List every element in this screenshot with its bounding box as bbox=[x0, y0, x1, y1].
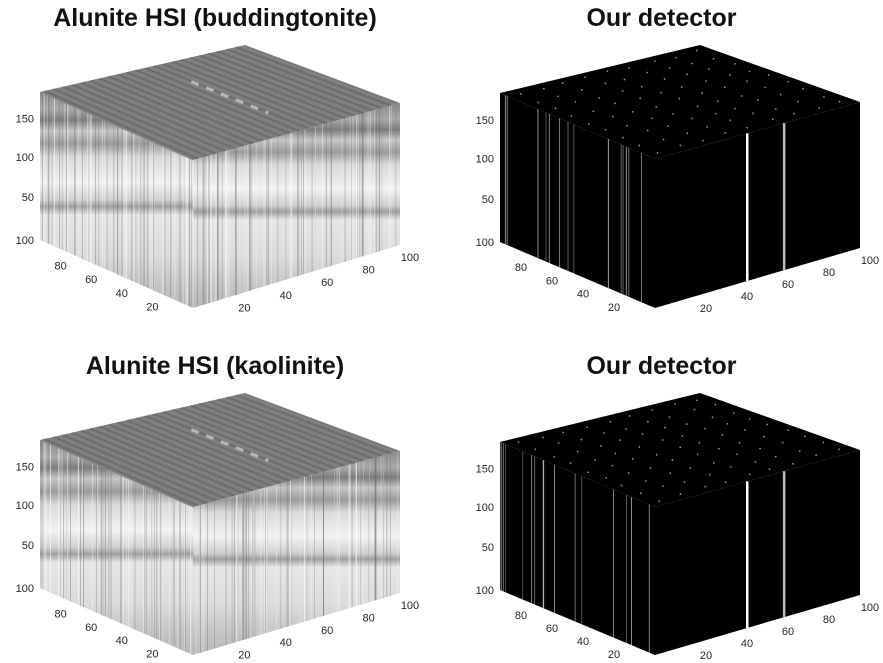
right-face bbox=[655, 102, 860, 308]
z-tick-label: 50 bbox=[22, 540, 34, 552]
x-tick-label: 20 bbox=[238, 650, 250, 662]
x-tick-label: 80 bbox=[823, 267, 835, 279]
y-tick-label: 80 bbox=[54, 608, 66, 620]
panel-title-detector-bottom: Our detector bbox=[586, 352, 737, 380]
x-tick-label: 100 bbox=[861, 602, 879, 614]
z-tick-label: 150 bbox=[476, 464, 494, 476]
x-tick-label: 100 bbox=[401, 600, 419, 612]
y-tick-label: 20 bbox=[146, 301, 158, 313]
x-tick-label: 40 bbox=[280, 637, 292, 649]
y-tick-label: 40 bbox=[577, 289, 589, 301]
y-tick-label: 20 bbox=[608, 302, 620, 314]
y-tick-label: 80 bbox=[54, 261, 66, 273]
y-tick-label: 40 bbox=[116, 288, 128, 300]
z-tick-label: 100 bbox=[16, 235, 34, 247]
x-tick-label: 100 bbox=[401, 252, 419, 264]
top-face bbox=[500, 45, 860, 159]
z-tick-label: 100 bbox=[476, 154, 494, 166]
y-tick-label: 80 bbox=[515, 610, 527, 622]
x-tick-label: 60 bbox=[321, 277, 333, 289]
y-tick-label: 60 bbox=[85, 622, 97, 634]
z-tick-label: 100 bbox=[476, 237, 494, 249]
panel-title-alunite-buddingtonite: Alunite HSI (buddingtonite) bbox=[53, 4, 377, 32]
top-dashed-line bbox=[190, 428, 269, 463]
x-tick-label: 40 bbox=[741, 291, 753, 303]
z-tick-label: 50 bbox=[22, 192, 34, 204]
right-face bbox=[193, 103, 400, 308]
left-face bbox=[500, 442, 655, 655]
y-tick-label: 40 bbox=[577, 636, 589, 648]
left-face bbox=[40, 440, 193, 655]
panel-title-detector-top: Our detector bbox=[586, 4, 737, 32]
z-tick-label: 100 bbox=[476, 502, 494, 514]
z-tick-label: 100 bbox=[16, 152, 34, 164]
left-face bbox=[500, 93, 655, 308]
left-face bbox=[40, 92, 193, 308]
z-tick-label: 150 bbox=[16, 462, 34, 474]
x-tick-label: 20 bbox=[700, 303, 712, 315]
right-face bbox=[655, 450, 860, 655]
x-tick-label: 60 bbox=[782, 626, 794, 638]
x-tick-label: 60 bbox=[321, 625, 333, 637]
z-tick-label: 150 bbox=[16, 114, 34, 126]
y-tick-label: 60 bbox=[546, 623, 558, 635]
z-tick-label: 50 bbox=[482, 542, 494, 554]
top-dashed-line bbox=[190, 80, 269, 115]
z-tick-label: 100 bbox=[476, 585, 494, 597]
x-tick-label: 100 bbox=[861, 255, 879, 267]
z-tick-label: 100 bbox=[16, 583, 34, 595]
y-tick-label: 20 bbox=[608, 649, 620, 661]
x-tick-label: 20 bbox=[238, 302, 250, 314]
x-tick-label: 60 bbox=[782, 279, 794, 291]
y-tick-label: 80 bbox=[515, 262, 527, 274]
z-tick-label: 50 bbox=[482, 194, 494, 206]
x-tick-label: 20 bbox=[700, 650, 712, 662]
x-tick-label: 80 bbox=[823, 614, 835, 626]
z-tick-label: 150 bbox=[476, 115, 494, 127]
x-tick-label: 80 bbox=[362, 612, 374, 624]
z-tick-label: 100 bbox=[16, 500, 34, 512]
x-tick-label: 40 bbox=[280, 290, 292, 302]
top-face bbox=[500, 393, 860, 507]
y-tick-label: 60 bbox=[546, 275, 558, 287]
y-tick-label: 40 bbox=[116, 635, 128, 647]
panel-title-alunite-kaolinite: Alunite HSI (kaolinite) bbox=[85, 352, 345, 380]
y-tick-label: 20 bbox=[146, 649, 158, 661]
y-tick-label: 60 bbox=[85, 274, 97, 286]
x-tick-label: 80 bbox=[362, 265, 374, 277]
x-tick-label: 40 bbox=[741, 638, 753, 650]
